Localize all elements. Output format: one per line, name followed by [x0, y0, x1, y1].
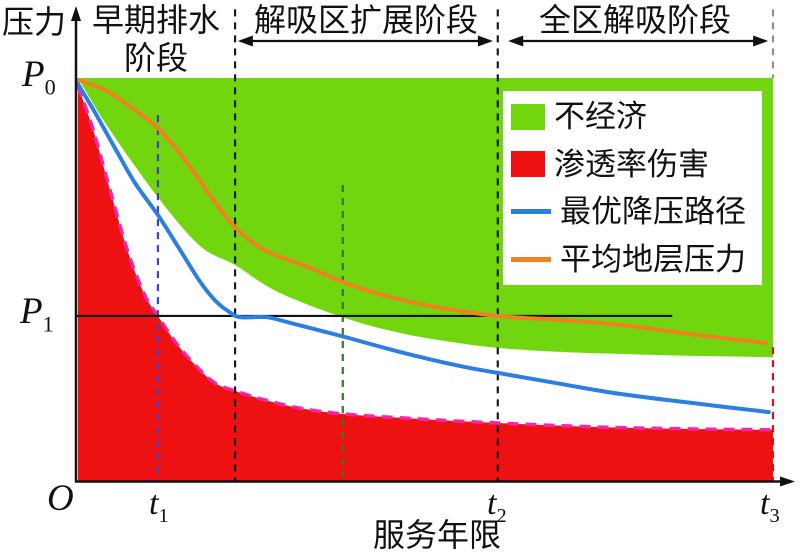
legend: 不经济 渗透率伤害 最优降压路径 平均地层压力: [503, 91, 762, 285]
legend-label-avg-pressure: 平均地层压力: [560, 241, 746, 277]
avg-pressure-curve: [76, 78, 768, 345]
t1-label: t1: [149, 485, 169, 527]
pressure-axis-label: 压力: [2, 4, 67, 40]
service-life-axis-label: 服务年限: [373, 517, 502, 553]
legend-item-avg-pressure: 平均地层压力: [511, 237, 762, 281]
x-axis-arrowhead: [780, 476, 795, 487]
curves-layer: [76, 78, 771, 415]
legend-item-permeability-damage: 渗透率伤害: [511, 142, 762, 186]
stage-label-early-drainage: 早期排水阶段: [91, 2, 220, 76]
legend-swatch-avg-pressure: [511, 256, 551, 262]
permeability-damage-region: [78, 86, 773, 482]
stage-label-desorption-expansion: 解吸区扩展阶段: [253, 2, 478, 38]
legend-label-uneconomic: 不经济: [554, 99, 647, 135]
legend-swatch-optimal-path: [511, 209, 551, 215]
t2-label: t2: [487, 485, 507, 527]
stage-arrow-right-head-2: [753, 35, 769, 47]
stage-arrows-layer: [237, 35, 769, 47]
optimal-path-curve: [76, 82, 771, 415]
y-axis-arrowhead: [71, 6, 81, 21]
t3-label: t3: [760, 485, 780, 527]
legend-label-permeability-damage: 渗透率伤害: [554, 146, 709, 182]
legend-item-uneconomic: 不经济: [511, 95, 762, 139]
p0-label: P0: [22, 54, 56, 100]
legend-label-optimal-path: 最优降压路径: [560, 194, 746, 230]
stage-arrow-right-head-1: [477, 35, 493, 47]
dividers-layer: [156, 9, 775, 482]
origin-label: O: [47, 478, 74, 519]
stage-arrow-left-head-1: [237, 35, 253, 47]
stage-arrow-left-head-2: [508, 35, 524, 47]
stage-label-full-desorption: 全区解吸阶段: [538, 2, 731, 38]
damage-boundary-dashed-line: [76, 85, 774, 432]
legend-swatch-permeability-damage: [511, 151, 545, 178]
legend-item-optimal-path: 最优降压路径: [511, 190, 762, 234]
p1-label: P1: [20, 291, 54, 337]
legend-swatch-uneconomic: [511, 103, 545, 130]
